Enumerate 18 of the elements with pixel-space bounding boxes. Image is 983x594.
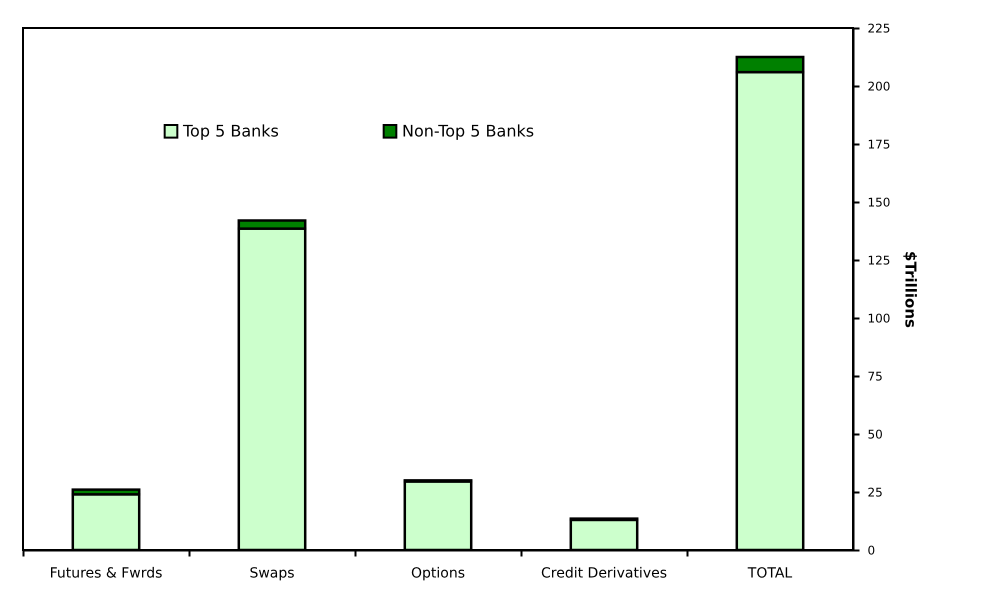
y-tick-label: 200 [868, 80, 890, 94]
y-tick-label: 175 [868, 138, 890, 152]
y-tick-label: 225 [868, 22, 890, 36]
y-tick-label: 75 [868, 370, 883, 384]
y-tick-label: 0 [868, 544, 876, 558]
y-axis-title: $Trillions [901, 251, 920, 328]
y-tick-label: 25 [868, 486, 883, 500]
x-tick-label: Futures & Fwrds [50, 566, 162, 582]
legend-label: Top 5 Banks [182, 121, 279, 140]
y-tick-label: 125 [868, 254, 890, 268]
legend-label: Non-Top 5 Banks [402, 121, 534, 140]
y-tick-label: 150 [868, 196, 890, 210]
x-tick-label: TOTAL [746, 566, 792, 582]
x-tick-label: Swaps [249, 566, 295, 582]
x-tick-label: Options [410, 566, 466, 582]
y-tick-label: 50 [868, 428, 883, 442]
y-tick-label: 100 [868, 312, 890, 326]
x-tick-label: Credit Derivatives [540, 566, 668, 582]
